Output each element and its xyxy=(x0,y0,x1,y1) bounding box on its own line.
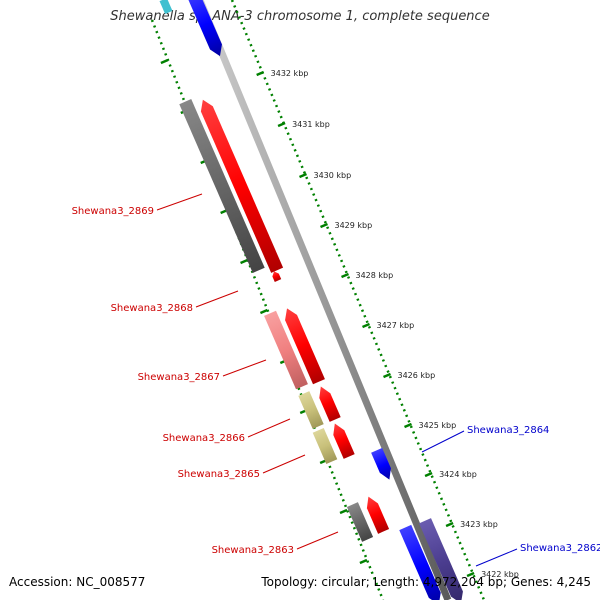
gene-label-shewana3-2862[interactable]: Shewana3_2862 xyxy=(520,543,600,554)
gene-label-shewana3-2866[interactable]: Shewana3_2866 xyxy=(163,433,245,444)
accession-text: Accession: NC_008577 xyxy=(9,575,146,589)
ruler-tick xyxy=(299,172,307,179)
kbp-ruler: 3432 kbp 3431 kbp 3430 kbp 3429 kbp 3428 kbp… xyxy=(160,58,519,579)
chromosome-backbone xyxy=(196,0,452,600)
label-leader-line xyxy=(195,290,239,308)
gene-feature-red-2863[interactable] xyxy=(363,494,390,534)
ruler-label: 3422 kbp xyxy=(481,570,519,579)
ruler-label: 3425 kbp xyxy=(419,421,457,430)
gene-feature-red-2865[interactable] xyxy=(329,421,355,459)
gene-feature-red-2866[interactable] xyxy=(315,384,341,422)
ruler-tick xyxy=(466,571,475,578)
gene-label-shewana3-2867[interactable]: Shewana3_2867 xyxy=(138,372,220,383)
label-leader-line xyxy=(247,418,291,438)
ruler-label: 3427 kbp xyxy=(377,321,415,330)
gene-feature-pink-2867[interactable] xyxy=(264,310,308,390)
label-leader-line xyxy=(421,430,465,453)
gene-feature-gray-2863[interactable] xyxy=(346,502,374,542)
gene-label-shewana3-2864[interactable]: Shewana3_2864 xyxy=(467,425,549,436)
gene-feature-indigo-2862[interactable] xyxy=(419,518,467,600)
ruler-label: 3430 kbp xyxy=(314,171,352,180)
gene-feature-blue-top[interactable] xyxy=(186,0,226,59)
gene-feature-red-2869[interactable] xyxy=(197,97,284,273)
topology-summary: Topology: circular; Length: 4,972,204 bp… xyxy=(261,575,591,589)
gene-feature-gray-2869[interactable] xyxy=(179,99,265,273)
label-leader-line xyxy=(222,359,267,377)
inner-dotted-track xyxy=(150,19,385,600)
gene-labels: Shewana3_2869 Shewana3_2868 Shewana3_2867 S… xyxy=(72,193,600,567)
gene-label-shewana3-2869[interactable]: Shewana3_2869 xyxy=(72,206,154,217)
ruler-label: 3431 kbp xyxy=(292,120,330,129)
inner-track-tick xyxy=(359,558,368,565)
ruler-tick xyxy=(341,272,349,279)
gene-feature-cyan-top[interactable] xyxy=(159,0,173,15)
gene-feature-blue-2864[interactable] xyxy=(371,447,395,482)
ruler-tick xyxy=(256,70,265,77)
gene-label-shewana3-2865[interactable]: Shewana3_2865 xyxy=(178,469,260,480)
ruler-tick xyxy=(277,121,286,128)
gene-feature-red-2868[interactable] xyxy=(271,270,282,282)
outer-dotted-track xyxy=(230,0,486,600)
gene-feature-blue-2862[interactable] xyxy=(399,524,444,600)
ruler-tick xyxy=(362,322,370,329)
gene-feature-red-2867[interactable] xyxy=(281,306,325,385)
gene-label-shewana3-2868[interactable]: Shewana3_2868 xyxy=(111,303,193,314)
ruler-label: 3424 kbp xyxy=(439,470,477,479)
inner-track-tick xyxy=(240,258,249,265)
gene-feature-khaki-2866[interactable] xyxy=(298,391,324,429)
label-leader-line xyxy=(156,193,203,211)
ruler-tick xyxy=(320,222,328,229)
label-leader-line xyxy=(475,548,518,567)
ruler-tick xyxy=(424,471,433,478)
inner-track-tick xyxy=(259,308,268,315)
inner-track-tick xyxy=(160,58,169,65)
ruler-tick xyxy=(404,422,412,429)
ruler-label: 3423 kbp xyxy=(460,520,498,529)
gene-feature-khaki-2865[interactable] xyxy=(312,428,338,464)
ruler-label: 3429 kbp xyxy=(335,221,373,230)
inner-track-tick xyxy=(339,508,348,515)
label-leader-line xyxy=(262,454,306,474)
ruler-label: 3426 kbp xyxy=(398,371,436,380)
ruler-label: 3432 kbp xyxy=(271,69,309,78)
ruler-tick xyxy=(383,372,391,379)
gene-features xyxy=(159,0,467,600)
ruler-label: 3428 kbp xyxy=(356,271,394,280)
ruler-tick xyxy=(445,521,454,528)
label-leader-line xyxy=(296,531,339,550)
gene-label-shewana3-2863[interactable]: Shewana3_2863 xyxy=(212,545,294,556)
